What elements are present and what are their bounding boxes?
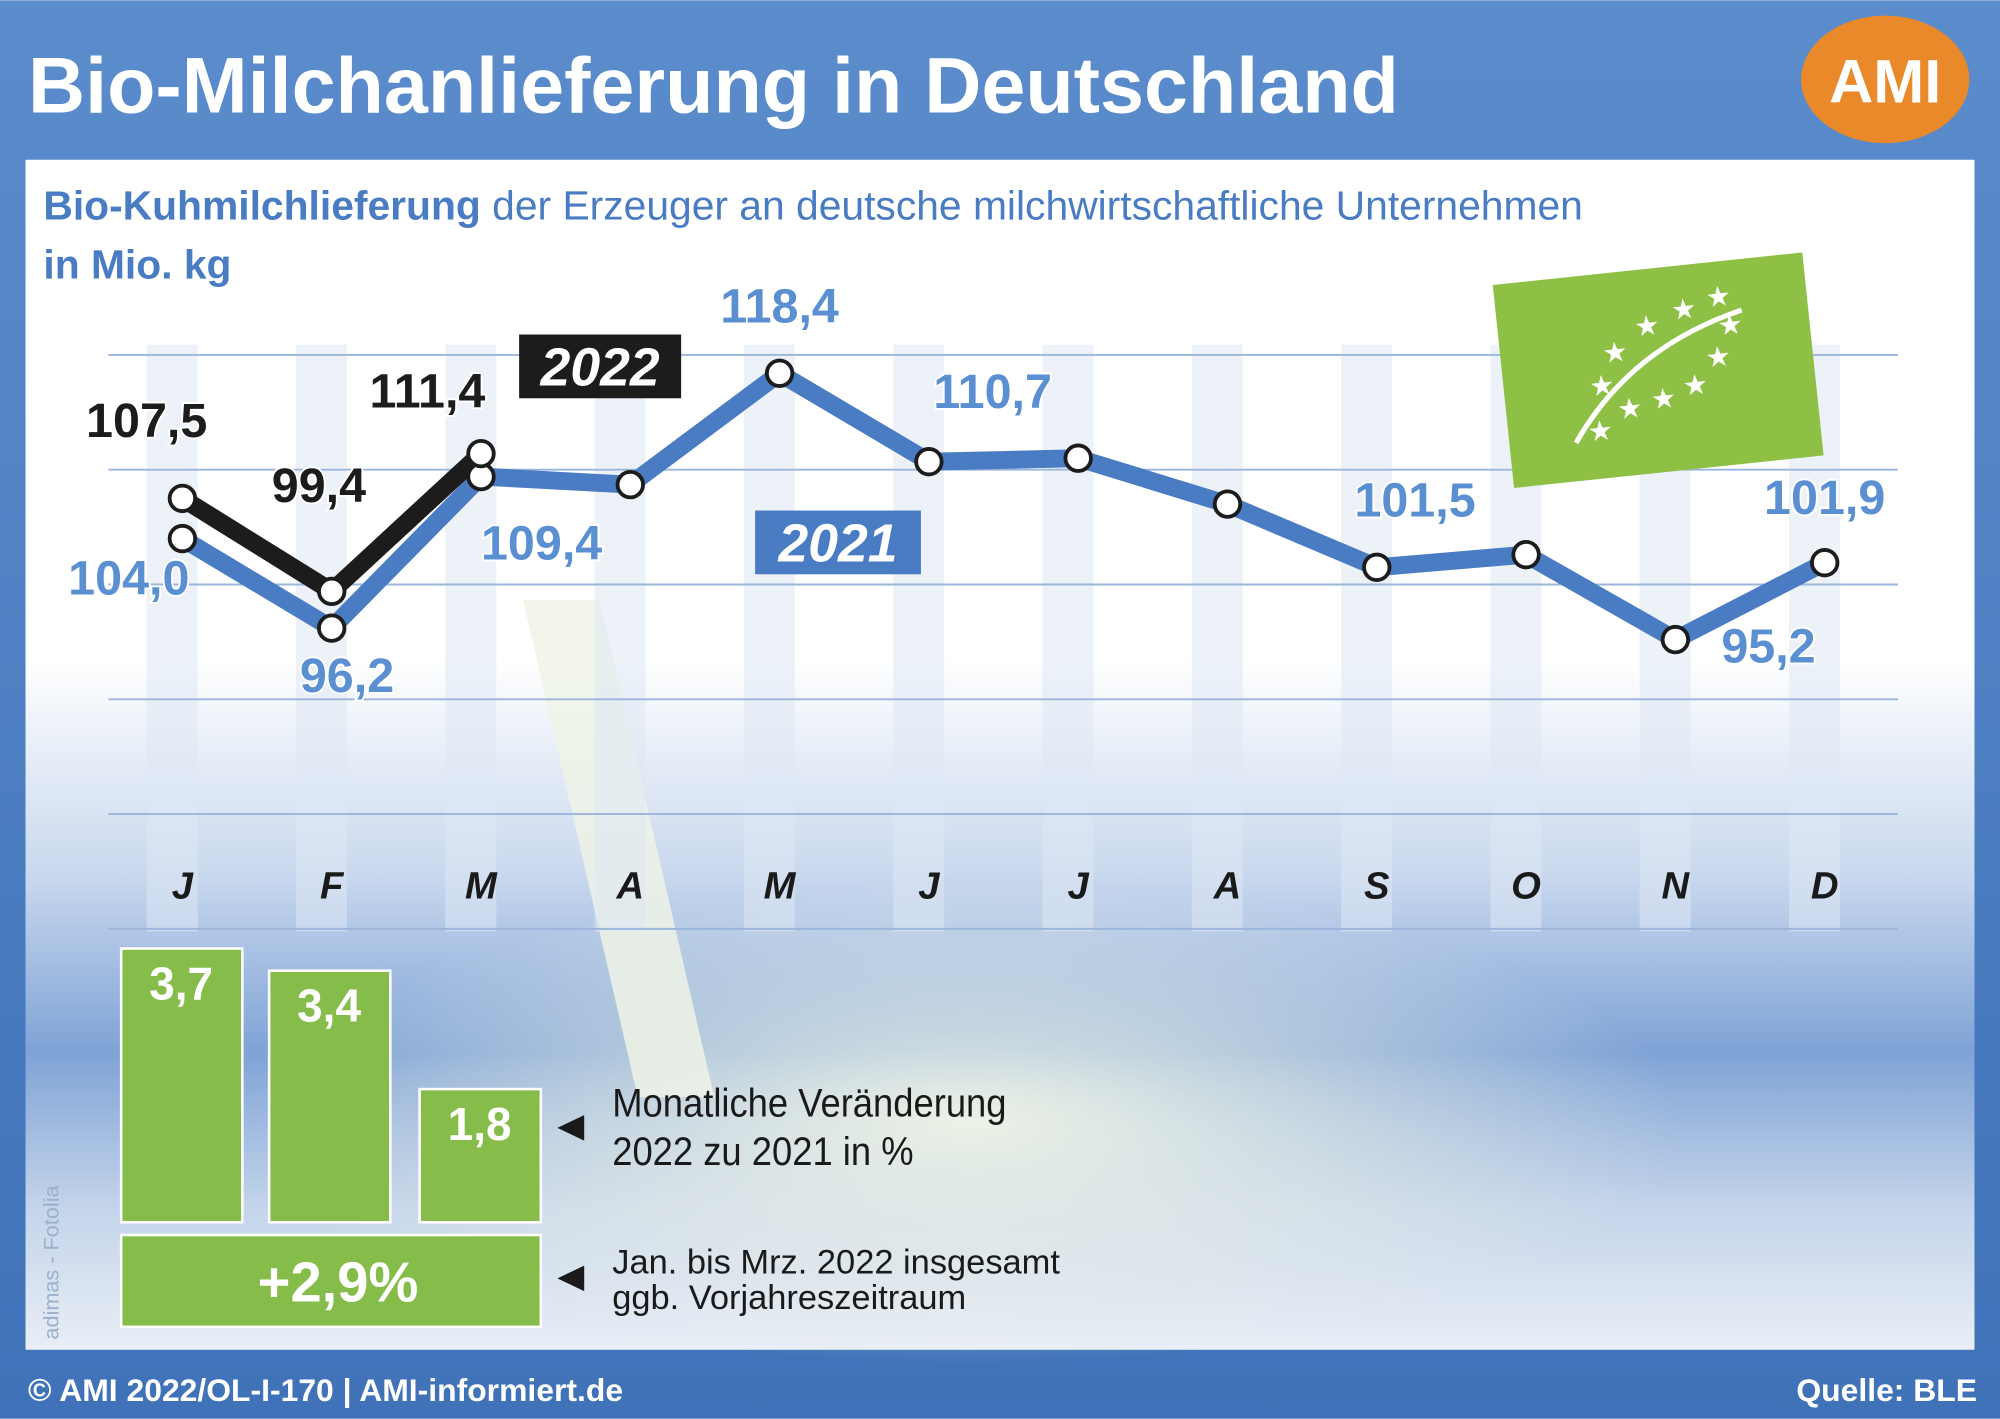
x-tick-label: N — [1662, 864, 1691, 907]
unit: in Mio. kg — [43, 241, 231, 287]
point — [914, 447, 944, 477]
stripe — [1042, 344, 1094, 932]
stripe — [594, 344, 646, 932]
subtitle: Bio-Kuhmilchlieferung der Erzeuger an de… — [43, 183, 1583, 229]
point — [466, 438, 496, 469]
x-tick-label: F — [320, 864, 345, 907]
value-label: 95,2 — [1721, 620, 1815, 674]
stripe — [445, 344, 497, 932]
svg-text:★: ★ — [1670, 293, 1698, 326]
subtitle-rest: der Erzeuger an deutsche milchwirtschaft… — [492, 183, 1583, 229]
svg-text:★: ★ — [1588, 369, 1616, 402]
bar-label: 1,8 — [448, 1098, 512, 1150]
logo-leaf — [1573, 307, 1743, 445]
svg-text:★: ★ — [1633, 309, 1661, 342]
bar-label: 3,7 — [149, 958, 213, 1010]
stripe — [743, 344, 795, 932]
x-tick-label: A — [1213, 864, 1242, 907]
point — [167, 523, 198, 554]
point — [1212, 489, 1243, 519]
value-label: 104,0 — [68, 552, 189, 606]
bar — [418, 1087, 543, 1224]
summary-label: +2,9% — [258, 1250, 419, 1313]
legend-label: 2022 — [540, 339, 660, 398]
value-label: 110,7 — [933, 365, 1052, 419]
logo-leaf-bg — [1492, 252, 1824, 488]
x-tick-label: S — [1364, 864, 1390, 907]
legend-box — [755, 510, 921, 575]
logo: AMI — [1829, 47, 1941, 115]
svg-text:★: ★ — [1586, 414, 1614, 447]
photo-credit: adimas - Fotolia — [39, 1184, 64, 1339]
title: Bio-Milchanlieferung in Deutschland — [28, 41, 1399, 130]
x-tick-label: M — [465, 864, 498, 907]
stripe — [1191, 344, 1243, 932]
point — [317, 613, 347, 643]
value-label: 96,2 — [300, 649, 394, 703]
stripe — [1341, 344, 1393, 932]
stripe — [146, 344, 198, 932]
point — [1511, 539, 1541, 570]
value-label: 101,5 — [1354, 473, 1475, 527]
summary-note: Jan. bis Mrz. 2022 insgesamt — [612, 1243, 1060, 1281]
note: Monatliche Veränderung — [612, 1082, 1006, 1126]
point — [167, 483, 198, 514]
stripe — [893, 344, 945, 932]
point — [1063, 443, 1093, 473]
x-tick-label: M — [764, 864, 797, 907]
milk-splash — [255, 880, 1684, 1366]
plot: J F M A M J J A S O N D 104,0 96,2 109,4 118,4 110,7 101,… — [66, 277, 1887, 1329]
legend-box — [519, 334, 682, 399]
logo-badge — [1801, 15, 1970, 144]
series-line — [173, 364, 1834, 649]
svg-text:★: ★ — [1649, 382, 1677, 415]
copyright: © AMI 2022/OL-I-170 | AMI-informiert.de — [28, 1372, 623, 1408]
value-label: 118,4 — [720, 279, 839, 333]
svg-text:★: ★ — [1716, 308, 1744, 341]
svg-text:★: ★ — [1704, 340, 1732, 373]
value-label: 109,4 — [481, 517, 602, 571]
x-tick-label: J — [172, 864, 194, 907]
x-tick-label: J — [1068, 864, 1090, 907]
x-tick-label: J — [918, 864, 940, 907]
note: 2022 zu 2021 in % — [612, 1131, 913, 1175]
value-label: 107,5 — [86, 394, 207, 448]
value-label: 111,4 — [369, 365, 485, 419]
x-tick-label: A — [615, 864, 644, 907]
source: Quelle: BLE — [1796, 1372, 1977, 1408]
subtitle-bold: Bio-Kuhmilchlieferung — [43, 183, 480, 229]
point — [317, 576, 347, 607]
logo-stars: ★★ ★ ★★★★★★ ★ ★ — [1586, 280, 1744, 448]
point — [1660, 624, 1691, 655]
summary-box — [119, 1233, 543, 1329]
summary-note: ggb. Vorjahreszeitraum — [612, 1279, 966, 1317]
point — [1810, 548, 1840, 578]
bar — [267, 969, 392, 1224]
point — [764, 358, 795, 388]
svg-text:★: ★ — [1616, 392, 1644, 425]
bar — [119, 947, 244, 1224]
point — [1362, 552, 1392, 582]
svg-text:★: ★ — [1601, 336, 1629, 369]
bar-label: 3,4 — [297, 980, 361, 1032]
legend-label: 2021 — [777, 515, 897, 574]
x-tick-label: O — [1511, 864, 1541, 907]
svg-text:★: ★ — [1681, 368, 1709, 401]
pointer — [557, 1115, 585, 1141]
value-label: 101,9 — [1764, 471, 1885, 525]
svg-text:★: ★ — [1704, 280, 1732, 313]
x-tick-label: D — [1811, 864, 1839, 907]
pointer — [557, 1265, 585, 1292]
point — [615, 469, 645, 500]
value-label: 99,4 — [272, 459, 366, 513]
eu-organic-logo: ★★ ★ ★★★★★★ ★ ★ — [1492, 252, 1824, 488]
